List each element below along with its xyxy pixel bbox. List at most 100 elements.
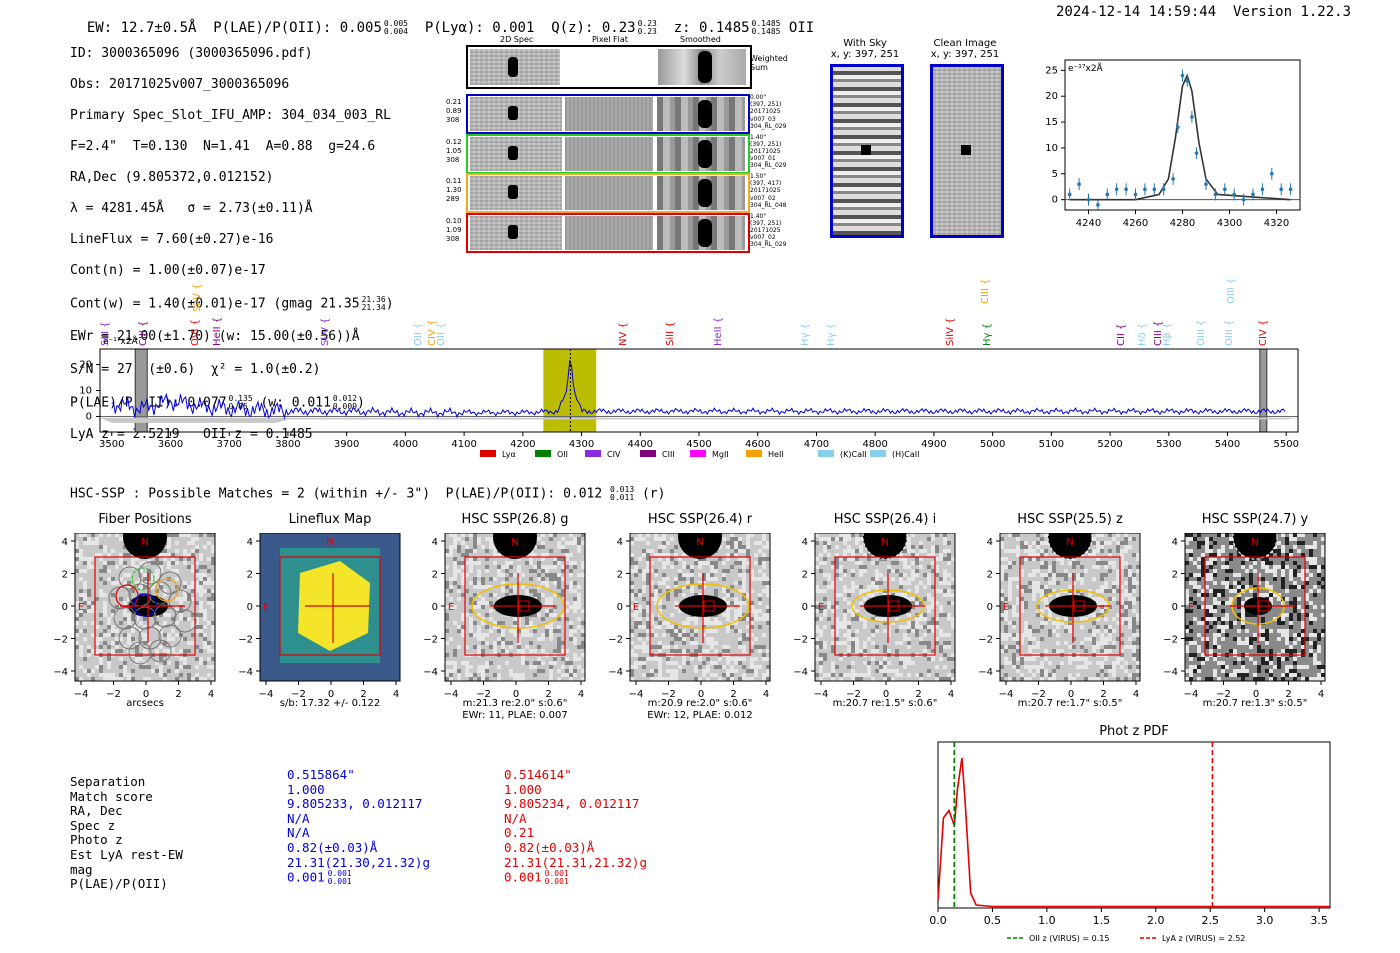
noise-pixel: [1016, 645, 1020, 649]
noise-pixel: [111, 649, 115, 653]
noise-pixel: [1305, 613, 1309, 617]
noise-pixel: [211, 637, 215, 641]
noise-pixel: [1237, 669, 1241, 673]
noise-pixel: [1136, 657, 1140, 661]
noise-pixel: [754, 669, 758, 673]
noise-pixel: [726, 645, 730, 649]
noise-pixel: [1289, 553, 1293, 557]
noise-pixel: [827, 545, 831, 549]
noise-pixel: [883, 649, 887, 653]
noise-pixel: [203, 573, 207, 577]
legend-label: HeII: [768, 450, 784, 459]
noise-pixel: [529, 641, 533, 645]
noise-pixel: [662, 645, 666, 649]
noise-pixel: [1277, 549, 1281, 553]
noise-pixel: [163, 673, 167, 677]
noise-pixel: [1285, 641, 1289, 645]
noise-pixel: [1201, 621, 1205, 625]
noise-pixel: [646, 657, 650, 661]
noise-pixel: [915, 561, 919, 565]
noise-pixel: [835, 621, 839, 625]
noise-pixel: [1289, 621, 1293, 625]
noise-pixel: [1132, 585, 1136, 589]
noise-pixel: [505, 649, 509, 653]
noise-pixel: [581, 677, 585, 681]
noise-pixel: [883, 617, 887, 621]
noise-pixel: [541, 545, 545, 549]
noise-pixel: [1185, 629, 1189, 633]
noise-pixel: [658, 549, 662, 553]
noise-pixel: [686, 633, 690, 637]
noise-pixel: [143, 577, 147, 581]
noise-pixel: [750, 533, 754, 537]
noise-pixel: [1273, 549, 1277, 553]
noise-pixel: [103, 545, 107, 549]
noise-pixel: [907, 641, 911, 645]
noise-pixel: [1205, 613, 1209, 617]
noise-pixel: [851, 569, 855, 573]
hsc-xtick-label: −4: [814, 689, 829, 700]
noise-pixel: [1197, 657, 1201, 661]
noise-pixel: [871, 657, 875, 661]
noise-pixel: [493, 673, 497, 677]
noise-pixel: [690, 577, 694, 581]
noise-pixel: [746, 549, 750, 553]
noise-pixel: [899, 573, 903, 577]
noise-pixel: [815, 565, 819, 569]
noise-pixel: [1301, 641, 1305, 645]
noise-pixel: [195, 585, 199, 589]
noise-pixel: [501, 589, 505, 593]
noise-pixel: [203, 613, 207, 617]
noise-pixel: [517, 625, 521, 629]
noise-pixel: [1104, 645, 1108, 649]
noise-pixel: [513, 573, 517, 577]
spectrum-line: [111, 360, 1286, 420]
noise-pixel: [87, 601, 91, 605]
noise-pixel: [1321, 673, 1325, 677]
noise-pixel: [135, 649, 139, 653]
noise-pixel: [1132, 573, 1136, 577]
noise-pixel: [477, 629, 481, 633]
noise-pixel: [638, 625, 642, 629]
noise-pixel: [1048, 633, 1052, 637]
noise-pixel: [1189, 533, 1193, 537]
noise-pixel: [642, 641, 646, 645]
noise-pixel: [123, 581, 127, 585]
noise-pixel: [823, 673, 827, 677]
legend-entry: (K)CaII: [818, 450, 867, 459]
noise-pixel: [465, 673, 469, 677]
noise-pixel: [1281, 617, 1285, 621]
noise-pixel: [831, 625, 835, 629]
noise-pixel: [1048, 573, 1052, 577]
noise-pixel: [493, 621, 497, 625]
noise-pixel: [1249, 581, 1253, 585]
noise-pixel: [927, 673, 931, 677]
noise-pixel: [1120, 641, 1124, 645]
noise-pixel: [449, 553, 453, 557]
noise-pixel: [1321, 605, 1325, 609]
noise-pixel: [509, 561, 513, 565]
north-label: N: [1066, 537, 1073, 548]
spec2d-row-right-value: v007_02: [750, 234, 776, 242]
noise-pixel: [199, 633, 203, 637]
noise-pixel: [75, 621, 79, 625]
hsc-ytick-label: −2: [793, 635, 808, 646]
noise-pixel: [859, 589, 863, 593]
noise-pixel: [847, 673, 851, 677]
noise-pixel: [99, 669, 103, 673]
hsc-xtick-label: 0: [883, 689, 889, 700]
noise-pixel: [119, 621, 123, 625]
noise-pixel: [714, 629, 718, 633]
noise-pixel: [766, 669, 770, 673]
noise-pixel: [766, 545, 770, 549]
noise-pixel: [903, 573, 907, 577]
noise-pixel: [730, 605, 734, 609]
noise-pixel: [143, 633, 147, 637]
noise-pixel: [863, 565, 867, 569]
noise-pixel: [127, 585, 131, 589]
noise-pixel: [1237, 657, 1241, 661]
noise-pixel: [875, 669, 879, 673]
noise-pixel: [199, 589, 203, 593]
noise-pixel: [674, 669, 678, 673]
noise-pixel: [662, 677, 666, 681]
